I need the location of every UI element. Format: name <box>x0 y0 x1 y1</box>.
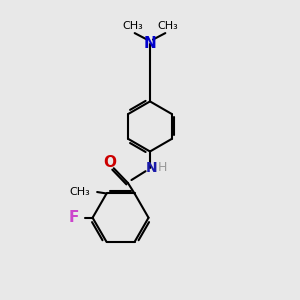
Text: CH₃: CH₃ <box>122 21 143 31</box>
Text: N: N <box>144 37 156 52</box>
Text: H: H <box>158 161 167 174</box>
Text: N: N <box>146 161 157 175</box>
Text: O: O <box>104 155 117 170</box>
Text: CH₃: CH₃ <box>70 187 90 197</box>
Text: F: F <box>68 210 79 225</box>
Text: CH₃: CH₃ <box>157 21 178 31</box>
